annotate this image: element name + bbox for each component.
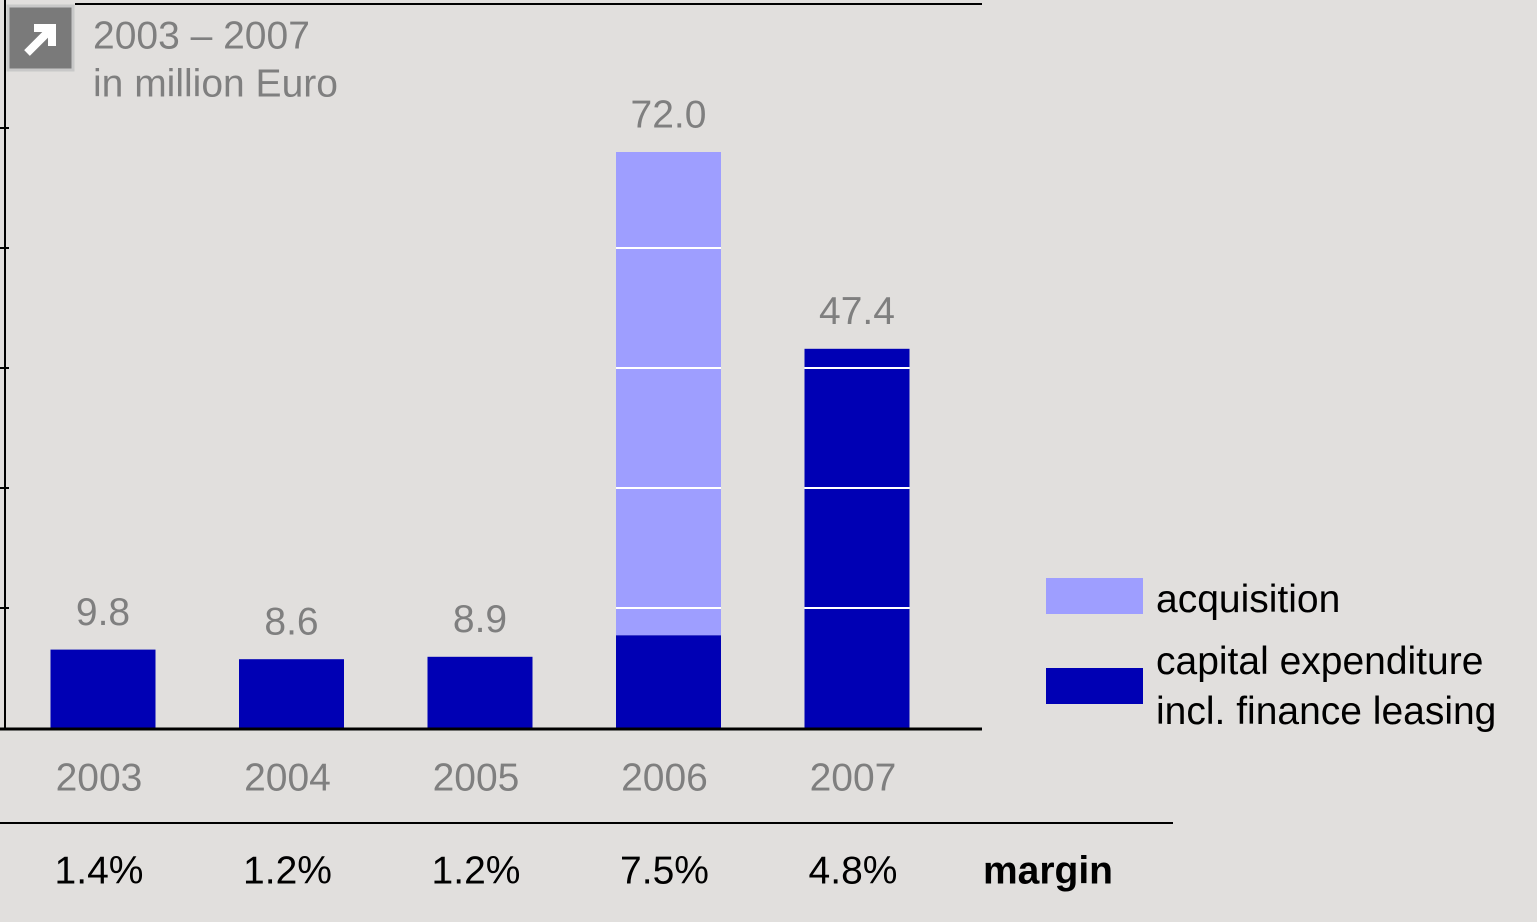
x-tick-label: 2007 [810, 756, 897, 799]
total-label: 8.6 [264, 600, 318, 643]
bar-segment [239, 659, 344, 728]
bar-segment [50, 649, 156, 728]
margin-value: 1.2% [243, 849, 332, 892]
legend-swatch [1046, 578, 1143, 614]
bar-segment [616, 635, 721, 728]
x-tick-label: 2006 [621, 756, 708, 799]
margin-value: 1.4% [55, 849, 144, 892]
chart-subtitle: in million Euro [93, 62, 338, 105]
bar-segment [616, 152, 721, 636]
icon-box [6, 4, 75, 72]
legend-label: acquisition [1156, 578, 1341, 621]
icon-arrow [24, 24, 56, 56]
total-label: 9.8 [76, 591, 130, 634]
margin-value: 4.8% [809, 849, 898, 892]
x-tick-label: 2003 [56, 756, 143, 799]
margin-value: 7.5% [620, 849, 709, 892]
bar-segment [804, 348, 910, 728]
bar-segment [427, 656, 533, 728]
x-tick-label: 2004 [244, 756, 331, 799]
total-label: 8.9 [453, 598, 507, 641]
margin-value: 1.2% [432, 849, 521, 892]
chart-title: 2003 – 2007 [93, 14, 310, 57]
legend-swatch [1046, 668, 1143, 704]
legend-label: capital expenditure incl. finance leasin… [1156, 640, 1497, 733]
x-tick-label: 2005 [433, 756, 520, 799]
total-label: 72.0 [631, 93, 707, 136]
total-label: 47.4 [819, 290, 895, 333]
margin-label: margin [983, 849, 1113, 892]
